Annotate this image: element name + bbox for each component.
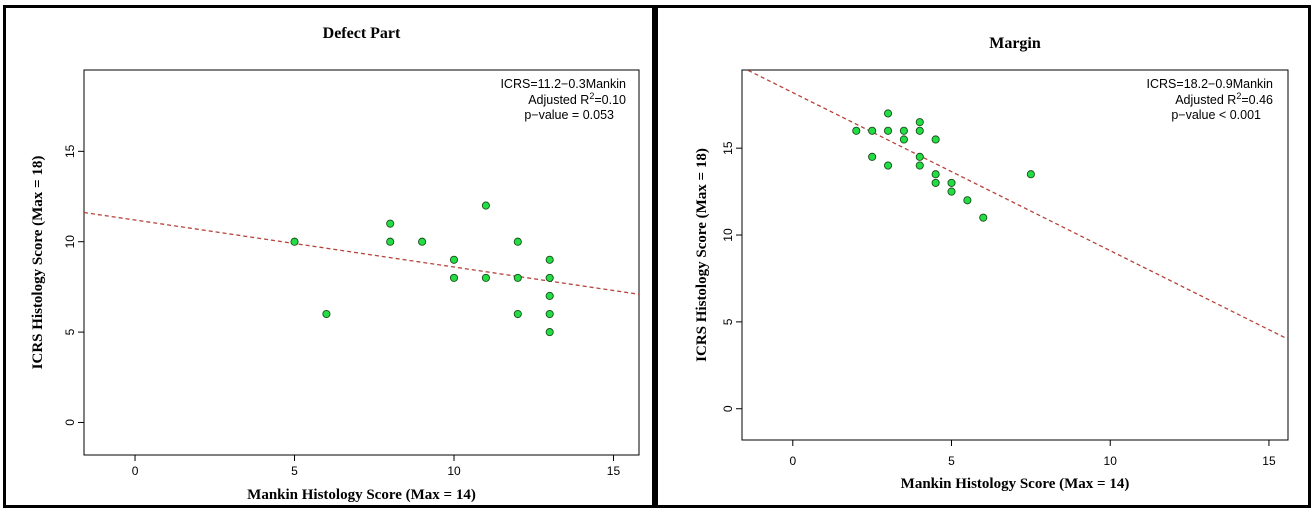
data-point [546,274,553,281]
data-point [948,179,955,186]
data-point [546,310,553,317]
data-point [323,310,330,317]
data-point [916,119,923,126]
data-point [387,238,394,245]
chart-panel-margin: Margin 0 5 10 15 0 5 10 15 Mankin Histology Score… [655,5,1311,508]
y-tick-label: 15 [721,141,735,155]
data-point [916,162,923,169]
data-point [291,238,298,245]
y-axis-label: ICRS Histology Score (Max = 18) [30,156,46,370]
data-point [514,238,521,245]
data-point [450,256,457,263]
data-point [482,274,489,281]
y-tick-label: 15 [63,144,77,158]
data-point [964,197,971,204]
adjusted-r-label: Adjusted R [1175,93,1236,107]
data-point [546,256,553,263]
x-tick-label: 15 [1262,454,1276,468]
data-point [900,127,907,134]
plot-area-frame [84,70,639,455]
data-point [900,136,907,143]
x-axis-label: Mankin Histology Score (Max = 14) [901,476,1130,492]
regression-equation: ICRS=11.2−0.3Mankin [500,77,626,91]
data-point [869,127,876,134]
data-point [546,292,553,299]
x-tick-label: 15 [607,464,621,478]
p-value: p−value = 0.053 [524,108,614,122]
adjusted-r-squared: Adjusted R2=0.10 [528,91,626,107]
y-tick-label: 10 [721,228,735,242]
chart-title: Margin [989,35,1041,52]
regression-equation: ICRS=18.2−0.9Mankin [1147,77,1274,91]
adjusted-r-value: =0.10 [594,93,626,107]
data-point [948,188,955,195]
data-point [869,153,876,160]
adjusted-r-label: Adjusted R [528,93,589,107]
y-tick-label: 10 [63,235,77,249]
plot-area-frame [742,70,1288,440]
x-tick-label: 5 [291,464,298,478]
data-point [514,310,521,317]
data-point [546,328,553,335]
scatter-chart-svg: Defect Part 0 5 10 15 0 5 10 15 Mankin Histology … [6,8,652,505]
data-point [932,171,939,178]
x-tick-label: 5 [948,454,955,468]
y-tick-label: 0 [63,419,77,426]
data-point [916,127,923,134]
data-point [387,220,394,227]
data-point [916,153,923,160]
y-axis-label: ICRS Histology Score (Max = 18) [694,148,710,362]
data-point [932,136,939,143]
data-point [980,214,987,221]
x-tick-label: 0 [132,464,139,478]
data-point [450,274,457,281]
data-point [482,202,489,209]
data-point [884,110,891,117]
data-point [932,179,939,186]
p-value: p−value < 0.001 [1171,108,1261,122]
data-point [419,238,426,245]
regression-line [84,213,639,295]
y-tick-label: 5 [721,318,735,325]
x-tick-label: 0 [789,454,796,468]
data-point [884,127,891,134]
scatter-chart-svg: Margin 0 5 10 15 0 5 10 15 Mankin Histology Score… [658,8,1308,505]
adjusted-r-value: =0.46 [1241,93,1273,107]
chart-panel-defect-part: Defect Part 0 5 10 15 0 5 10 15 Mankin Histology … [3,5,655,508]
data-point [884,162,891,169]
data-point [853,127,860,134]
x-tick-label: 10 [1104,454,1118,468]
x-axis-label: Mankin Histology Score (Max = 14) [247,487,476,503]
data-point [1027,171,1034,178]
y-tick-label: 0 [721,405,735,412]
data-point [514,274,521,281]
chart-title: Defect Part [323,25,401,42]
x-tick-label: 10 [447,464,461,478]
y-tick-label: 5 [63,328,77,335]
adjusted-r-squared: Adjusted R2=0.46 [1175,91,1273,107]
